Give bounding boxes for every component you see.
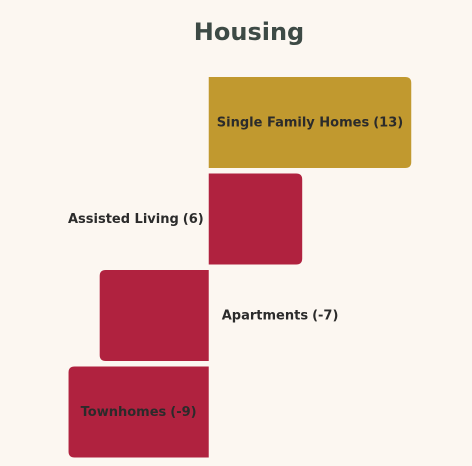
bar (99, 270, 209, 361)
bar (68, 366, 209, 458)
value-label: (-9) (170, 405, 196, 420)
bar-label: Assisted Living (6) (68, 212, 204, 227)
bar-label: Townhomes (-9) (81, 405, 197, 420)
bar-label: Apartments (-7) (222, 308, 339, 323)
category-label: Apartments (222, 308, 309, 323)
chart-title: Housing (194, 18, 304, 46)
category-label: Townhomes (81, 405, 167, 420)
category-label: Single Family Homes (217, 115, 370, 130)
bar (208, 77, 412, 168)
bar (208, 173, 303, 265)
value-label: (6) (183, 212, 204, 227)
category-label: Assisted Living (68, 212, 179, 227)
value-label: (13) (373, 115, 403, 130)
bar-label: Single Family Homes (13) (217, 115, 403, 130)
value-label: (-7) (312, 308, 338, 323)
